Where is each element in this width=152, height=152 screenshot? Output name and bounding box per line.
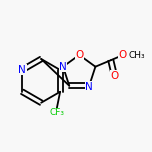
Text: N: N [59, 62, 67, 72]
Text: O: O [75, 50, 83, 60]
Text: N: N [18, 65, 26, 75]
Text: O: O [119, 50, 127, 60]
Text: CF₃: CF₃ [49, 108, 64, 117]
Text: N: N [85, 81, 93, 92]
Text: O: O [110, 71, 119, 81]
Text: CH₃: CH₃ [129, 50, 145, 60]
